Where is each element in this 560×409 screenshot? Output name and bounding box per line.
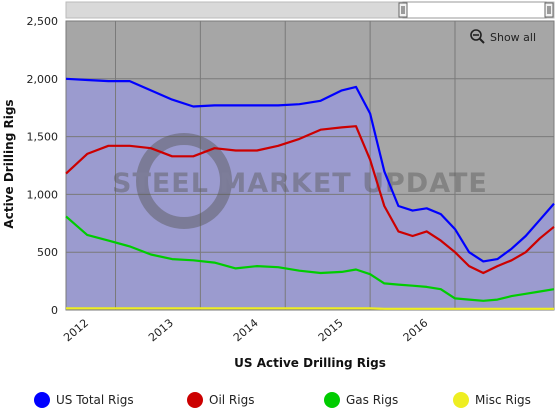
legend-marker-oil-rigs [187,392,203,408]
legend-label-us-total-rigs: US Total Rigs [56,393,134,407]
legend-item-misc-rigs[interactable]: Misc Rigs [453,392,531,408]
x-tick-label: 2014 [231,316,261,344]
series-layer [65,77,555,310]
y-tick-label: 1,000 [27,188,59,201]
y-tick-label: 0 [51,304,58,317]
gas-rigs-line [65,215,555,302]
x-axis-title: US Active Drilling Rigs [234,356,386,370]
y-tick-label: 500 [37,246,58,259]
x-tick-label: 2016 [401,316,431,344]
navigator-left-handle[interactable] [398,2,408,18]
plot-border [65,20,555,311]
legend-item-gas-rigs[interactable]: Gas Rigs [324,392,398,408]
zoom-out-icon [470,29,485,44]
legend-marker-gas-rigs [324,392,340,408]
navigator-window[interactable] [402,1,547,19]
watermark-text: STEEL MARKET UPDATE [112,168,488,199]
show-all-button[interactable]: Show all [470,29,536,44]
legend-marker-misc-rigs [453,392,469,408]
us-total-rigs-line [65,77,555,263]
watermark-logo-icon [136,133,232,229]
y-tick-label: 1,500 [27,131,59,144]
x-tick-label: 2012 [61,316,91,344]
legend-label-oil-rigs: Oil Rigs [209,393,254,407]
legend-item-us-total-rigs[interactable]: US Total Rigs [34,392,134,408]
y-axis-title: Active Drilling Rigs [2,99,16,228]
legend: US Total Rigs Oil Rigs Gas Rigs Misc Rigs [34,392,531,408]
watermark: STEEL MARKET UPDATE [112,133,488,229]
y-tick-label: 2,000 [27,73,59,86]
show-all-label: Show all [490,31,536,44]
x-tick-labels: 2012 2013 2014 2015 2016 [61,316,430,344]
legend-item-oil-rigs[interactable]: Oil Rigs [187,392,254,408]
x-tick-label: 2013 [146,316,176,344]
misc-rigs-line [66,307,554,310]
legend-label-gas-rigs: Gas Rigs [346,393,398,407]
navigator-right-handle[interactable] [544,2,554,18]
legend-label-misc-rigs: Misc Rigs [475,393,531,407]
oil-rigs-line [65,125,555,275]
y-tick-labels: 0 500 1,000 1,500 2,000 2,500 [27,15,59,317]
legend-marker-us-total-rigs [34,392,50,408]
y-tick-label: 2,500 [27,15,59,28]
x-tick-label: 2015 [316,316,346,344]
